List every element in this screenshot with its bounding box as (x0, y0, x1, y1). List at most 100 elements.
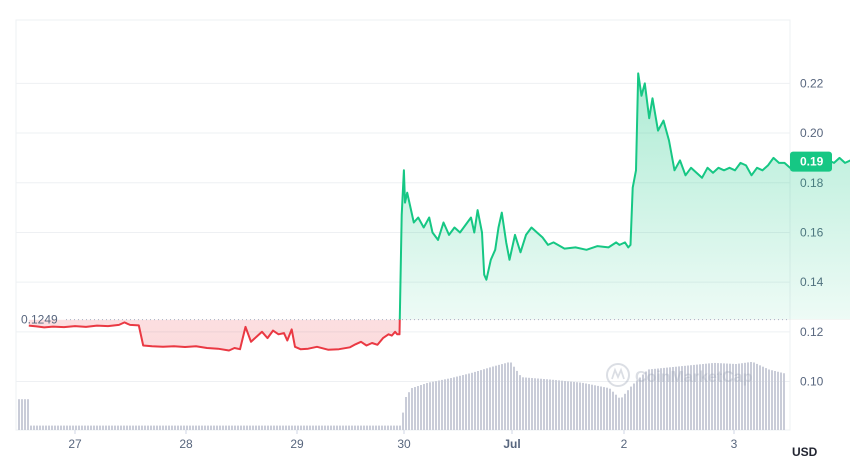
volume-bar (618, 397, 620, 430)
volume-bar (183, 425, 185, 430)
volume-bar (390, 425, 392, 430)
volume-bar (36, 425, 38, 430)
volume-bar (21, 399, 23, 430)
volume-bar (555, 380, 557, 430)
volume-bar (126, 425, 128, 430)
volume-bar (435, 381, 437, 430)
volume-bar (138, 425, 140, 430)
volume-bar (441, 379, 443, 430)
x-tick-label-4: Jul (503, 437, 520, 451)
volume-bar (630, 386, 632, 430)
volume-bar (369, 425, 371, 430)
volume-bar (783, 373, 785, 430)
watermark-logo-icon (606, 363, 630, 387)
volume-bar (288, 425, 290, 430)
volume-bar (693, 364, 695, 430)
volume-bar (711, 363, 713, 430)
volume-bar (735, 364, 737, 430)
volume-bar (765, 368, 767, 430)
volume-bar (141, 425, 143, 430)
volume-bar (672, 367, 674, 430)
volume-bar (522, 377, 524, 430)
price-area-up (399, 73, 850, 320)
baseline-label: 0.1249 (21, 313, 58, 327)
volume-bar (99, 425, 101, 430)
volume-bar (333, 425, 335, 430)
volume-bar (81, 425, 83, 430)
volume-bar (780, 372, 782, 430)
volume-bar (771, 370, 773, 430)
volume-bar (468, 373, 470, 430)
volume-bar (174, 425, 176, 430)
volume-bar (453, 377, 455, 430)
volume-bar (708, 363, 710, 430)
volume-bar (60, 425, 62, 430)
current-price-label: 0.19 (800, 155, 824, 169)
volume-bar (543, 379, 545, 430)
volume-bar (732, 363, 734, 430)
volume-bar (450, 378, 452, 430)
volume-bar (252, 425, 254, 430)
volume-bar (366, 425, 368, 430)
volume-bar (477, 371, 479, 430)
volume-bar (306, 425, 308, 430)
volume-bar (741, 363, 743, 430)
volume-bar (465, 374, 467, 430)
volume-bar (303, 425, 305, 430)
watermark: CoinMarketCap (606, 363, 753, 387)
volume-bar (135, 425, 137, 430)
volume-bar (237, 425, 239, 430)
volume-bar (285, 425, 287, 430)
volume-bar (705, 363, 707, 430)
volume-bar (168, 425, 170, 430)
volume-bar (510, 362, 512, 430)
volume-bar (180, 425, 182, 430)
volume-bar (255, 425, 257, 430)
volume-bar (654, 368, 656, 430)
x-tick-label-0: 27 (68, 437, 82, 451)
volume-bar (123, 425, 125, 430)
volume-bar (225, 425, 227, 430)
volume-bar (738, 363, 740, 430)
volume-bar (660, 368, 662, 430)
volume-bar (603, 387, 605, 430)
volume-bar (249, 425, 251, 430)
y-tick-label-5: 0.20 (800, 126, 824, 140)
volume-bar (489, 367, 491, 430)
volume-bar (675, 366, 677, 430)
volume-bar (234, 425, 236, 430)
currency-label: USD (792, 445, 818, 459)
volume-bar (84, 425, 86, 430)
volume-bar (336, 425, 338, 430)
volume-bar (114, 425, 116, 430)
volume-bar (96, 425, 98, 430)
volume-bar (327, 425, 329, 430)
volume-bar (615, 394, 617, 430)
volume-bar (342, 425, 344, 430)
volume-bar (507, 362, 509, 430)
volume-bar (495, 365, 497, 430)
x-tick-label-3: 30 (397, 437, 411, 451)
volume-bar (51, 425, 53, 430)
volume-bar (297, 425, 299, 430)
volume-bar (33, 425, 35, 430)
volume-bar (564, 381, 566, 430)
volume-bar (504, 363, 506, 430)
volume-bar (717, 363, 719, 430)
volume-bar (624, 393, 626, 430)
volume-bar (48, 425, 50, 430)
volume-bar (627, 390, 629, 430)
volume-bar (486, 368, 488, 430)
volume-bar (480, 370, 482, 430)
volume-bar (27, 399, 29, 430)
volume-bar (612, 391, 614, 430)
volume-bar (570, 381, 572, 430)
volume-bar (279, 425, 281, 430)
volume-bar (381, 425, 383, 430)
volume-bar (519, 375, 521, 430)
volume-bar (462, 375, 464, 430)
volume-bar (357, 425, 359, 430)
price-area-down (28, 319, 850, 351)
volume-bar (531, 378, 533, 430)
